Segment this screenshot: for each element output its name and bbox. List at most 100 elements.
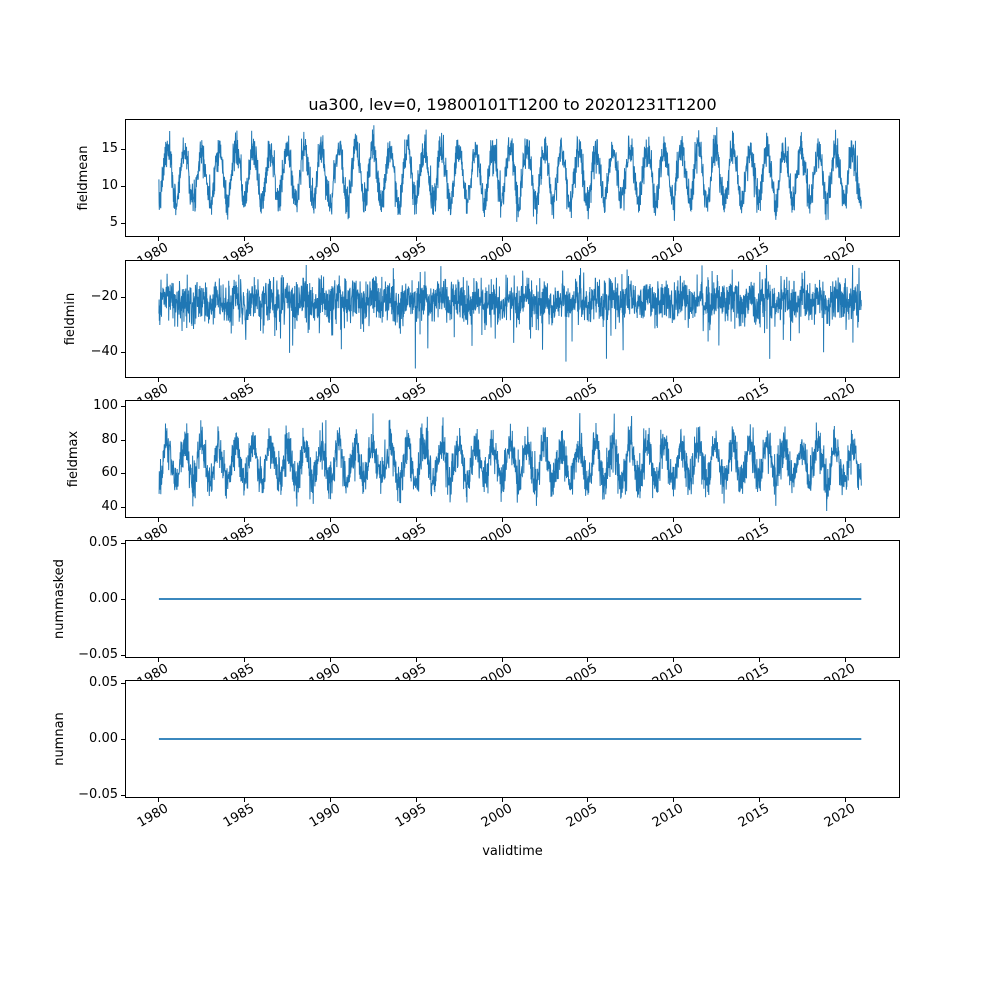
y-axis-label-numnan: numnan	[52, 712, 67, 766]
x-tick-label: 2020	[821, 801, 858, 831]
x-tick	[587, 237, 588, 241]
y-tick-label: 40	[101, 499, 118, 514]
y-tick-label: −40	[90, 344, 118, 359]
x-tick	[416, 378, 417, 382]
x-tick	[845, 518, 846, 522]
x-tick	[845, 658, 846, 662]
x-tick	[845, 378, 846, 382]
y-tick	[121, 406, 125, 407]
x-tick	[502, 658, 503, 662]
y-tick-label: 80	[101, 432, 118, 447]
x-tick	[759, 658, 760, 662]
fieldmean-line	[158, 125, 862, 225]
x-tick	[587, 798, 588, 802]
subplot-fieldmax	[125, 400, 900, 518]
x-tick-label: 2015	[735, 801, 772, 831]
y-tick-label: 10	[101, 178, 118, 193]
y-tick-label: 5	[109, 215, 118, 230]
fieldmin-line	[158, 265, 862, 369]
x-tick	[502, 518, 503, 522]
subplot-numnan	[125, 680, 900, 798]
y-tick	[121, 149, 125, 150]
y-tick	[121, 223, 125, 224]
x-tick	[587, 518, 588, 522]
x-tick	[416, 518, 417, 522]
x-tick-label: 1980	[134, 801, 171, 831]
x-tick	[673, 518, 674, 522]
y-tick-label: −0.05	[78, 647, 118, 662]
y-tick	[121, 795, 125, 796]
x-tick	[587, 378, 588, 382]
x-tick-label: 2000	[478, 801, 515, 831]
x-tick	[330, 798, 331, 802]
y-tick	[121, 186, 125, 187]
x-tick	[416, 798, 417, 802]
x-tick	[158, 518, 159, 522]
x-tick	[244, 518, 245, 522]
x-tick	[845, 237, 846, 241]
x-tick-label: 2005	[563, 801, 600, 831]
y-tick	[121, 739, 125, 740]
x-tick	[244, 378, 245, 382]
y-tick	[121, 655, 125, 656]
y-tick	[121, 683, 125, 684]
x-tick	[845, 798, 846, 802]
x-tick	[244, 798, 245, 802]
x-tick	[244, 658, 245, 662]
x-tick	[759, 378, 760, 382]
fieldmin-plot-area	[158, 265, 862, 369]
x-tick-label: 2010	[649, 801, 686, 831]
x-tick	[587, 658, 588, 662]
x-tick	[158, 378, 159, 382]
y-tick-label: 0.05	[89, 675, 118, 690]
numnan-plot-area	[158, 738, 862, 740]
nummasked-plot-area	[158, 598, 862, 600]
x-tick	[673, 798, 674, 802]
figure-title: ua300, lev=0, 19800101T1200 to 20201231T…	[308, 95, 717, 114]
x-tick	[673, 237, 674, 241]
fieldmean-plot-area	[158, 125, 862, 225]
x-tick	[158, 658, 159, 662]
x-tick	[416, 658, 417, 662]
x-tick	[673, 658, 674, 662]
x-tick	[158, 237, 159, 241]
x-tick	[759, 237, 760, 241]
x-tick	[244, 237, 245, 241]
x-tick	[330, 658, 331, 662]
x-axis-label: validtime	[482, 844, 543, 859]
x-tick	[502, 798, 503, 802]
y-tick-label: 0.05	[89, 535, 118, 550]
y-tick-label: 60	[101, 465, 118, 480]
x-tick	[158, 798, 159, 802]
y-tick	[121, 297, 125, 298]
y-tick-label: 0.00	[89, 591, 118, 606]
x-tick	[759, 518, 760, 522]
x-tick-label: 1990	[306, 801, 343, 831]
x-tick	[759, 798, 760, 802]
subplot-fieldmin	[125, 260, 900, 378]
y-tick-label: −0.05	[78, 787, 118, 802]
x-tick-label: 1985	[220, 801, 257, 831]
y-tick-label: 100	[93, 398, 118, 413]
fieldmax-plot-area	[158, 413, 862, 512]
x-tick-label: 1995	[392, 801, 429, 831]
y-axis-label-fieldmean: fieldmean	[76, 145, 91, 211]
y-tick-label: 0.00	[89, 731, 118, 746]
y-tick-label: 15	[101, 141, 118, 156]
x-tick	[502, 237, 503, 241]
y-tick-label: −20	[90, 289, 118, 304]
y-axis-label-fieldmin: fieldmin	[63, 292, 78, 346]
y-axis-label-nummasked: nummasked	[52, 559, 67, 639]
y-tick	[121, 599, 125, 600]
y-tick	[121, 507, 125, 508]
x-tick	[673, 378, 674, 382]
subplot-fieldmean	[125, 119, 900, 237]
x-tick	[330, 378, 331, 382]
x-tick	[330, 518, 331, 522]
y-tick	[121, 473, 125, 474]
y-tick	[121, 352, 125, 353]
fieldmax-line	[158, 413, 862, 512]
y-tick	[121, 440, 125, 441]
x-tick	[330, 237, 331, 241]
